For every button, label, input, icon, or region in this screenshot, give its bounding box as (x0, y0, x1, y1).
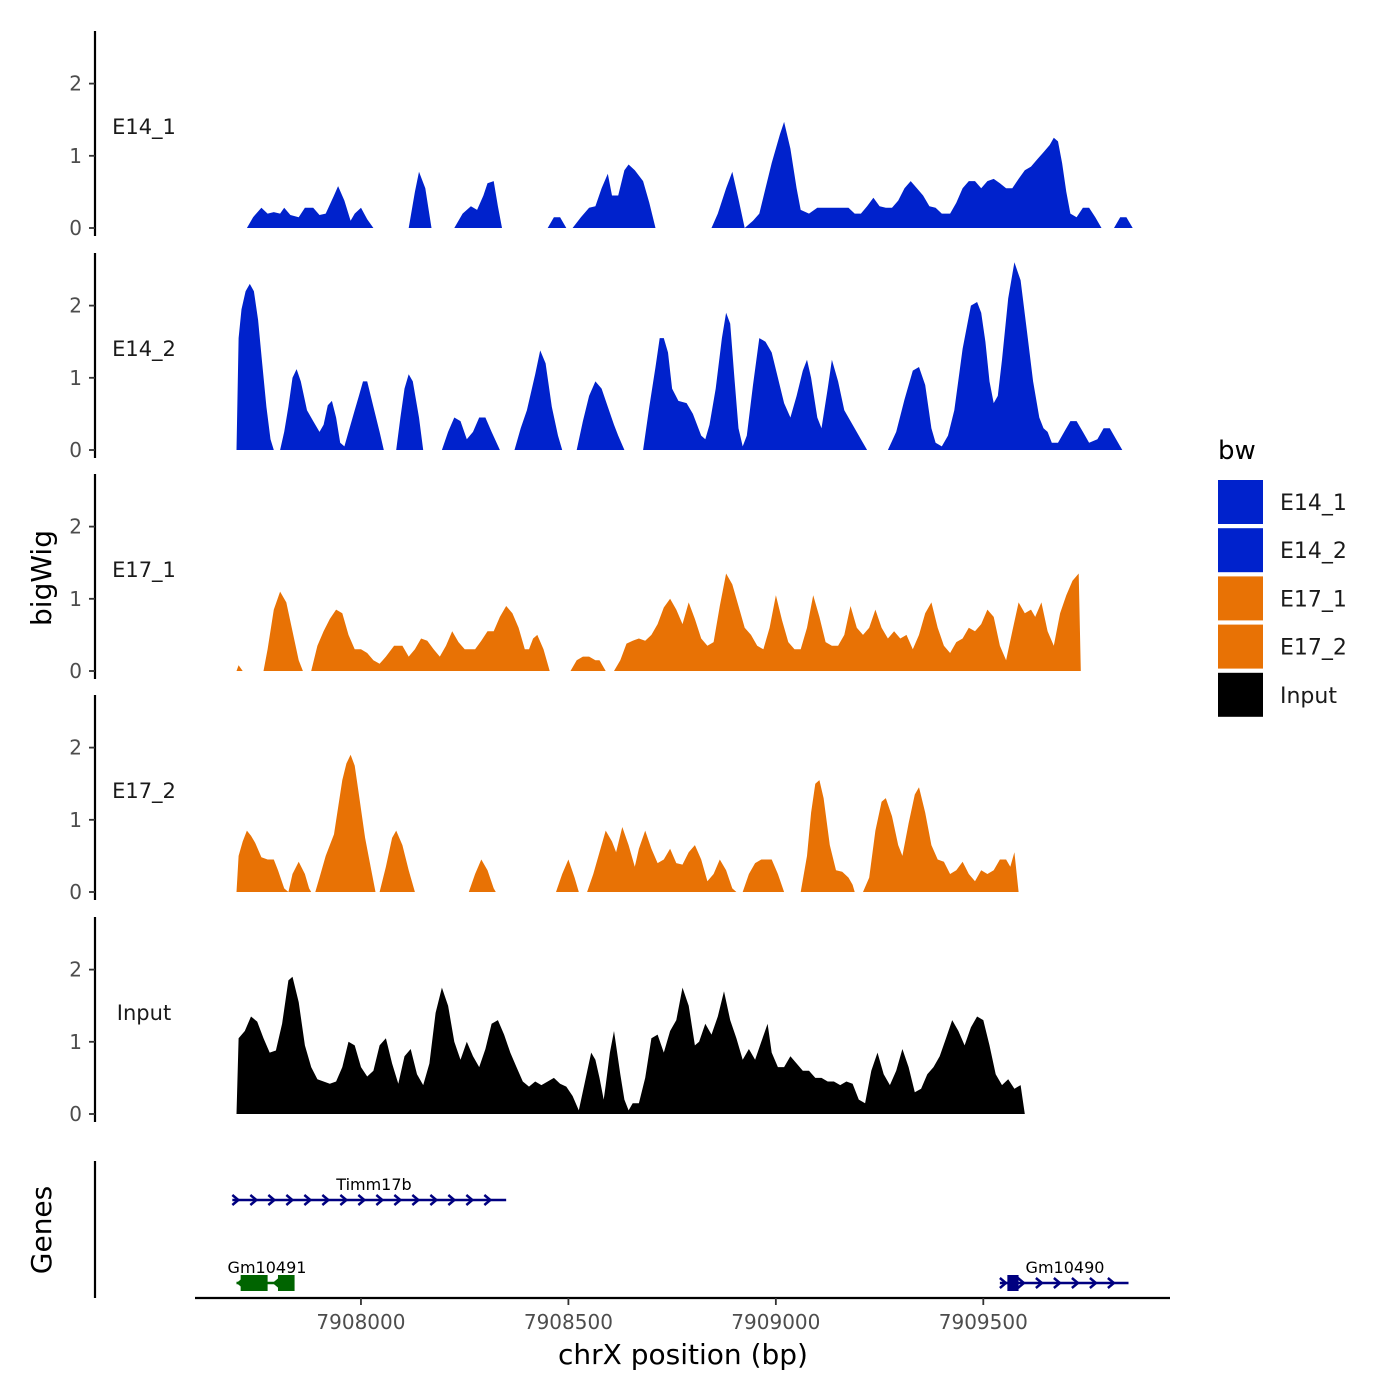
y-tick-label: 0 (69, 438, 82, 462)
strand-chevron (375, 1194, 385, 1206)
gene-track: Timm17b Gm10491 Gm10490 (93, 1161, 1129, 1298)
legend-label: Input (1280, 684, 1337, 709)
strand-chevron (999, 1277, 1008, 1289)
y-axis-title: bigWig (25, 530, 58, 626)
legend-item: E14_2 (1218, 528, 1347, 573)
y-tick-label: 2 (69, 515, 82, 539)
legend-title: bw (1218, 436, 1256, 466)
track-E17_2: 0 1 2 E17_2 (69, 695, 1019, 904)
gene-label: Timm17b (335, 1175, 411, 1194)
strand-chevron (231, 1194, 241, 1206)
y-tick-label: 1 (69, 1030, 82, 1054)
gene-exon (240, 1275, 268, 1291)
gene-exon (1007, 1275, 1019, 1291)
legend-item: E17_1 (1218, 576, 1347, 621)
y-tick-label: 2 (69, 736, 82, 760)
legend-label: E14_2 (1280, 539, 1347, 564)
legend-swatch (1218, 576, 1263, 621)
strand-chevron (447, 1194, 457, 1206)
strand-chevron (1017, 1277, 1026, 1289)
x-axis: 7908000 7908500 7909000 7909500 (195, 1296, 1170, 1334)
y-tick-label: 1 (69, 366, 82, 390)
y-tick-label: 1 (69, 808, 82, 832)
legend-swatch (1218, 672, 1263, 717)
y-tick-label: 2 (69, 958, 82, 982)
strand-chevron (249, 1194, 259, 1206)
legend-label: E17_1 (1280, 587, 1347, 612)
strand-chevron (303, 1194, 313, 1206)
x-tick-label: 7908000 (316, 1310, 405, 1334)
y-tick-label: 1 (69, 587, 82, 611)
track-Input: 0 1 2 Input (69, 917, 1025, 1126)
strand-chevron (1089, 1277, 1098, 1289)
strand-chevron (411, 1194, 421, 1206)
strand-chevron (1053, 1277, 1062, 1289)
x-tick-label: 7908500 (524, 1310, 613, 1334)
y-tick-label: 2 (69, 294, 82, 318)
y-tick-label: 0 (69, 659, 82, 683)
y-tick-label: 1 (69, 144, 82, 168)
strand-chevron (285, 1194, 295, 1206)
coverage-area-E17_1 (236, 573, 1081, 671)
gene-Gm10491[interactable]: Gm10491 (228, 1258, 307, 1291)
gene-label: Gm10491 (228, 1258, 307, 1277)
coverage-area-Input (236, 976, 1025, 1114)
track-label: E17_2 (112, 779, 176, 804)
legend-item: E14_1 (1218, 480, 1347, 524)
y-tick-label: 2 (69, 72, 82, 96)
legend-swatch (1218, 624, 1263, 669)
y-tick-label: 0 (69, 216, 82, 240)
coverage-area-E17_2 (236, 754, 1019, 892)
legend-label: E14_1 (1280, 491, 1347, 516)
strand-chevron (1107, 1277, 1116, 1289)
coverage-area-E14_2 (236, 262, 1123, 450)
gene-exon (277, 1275, 295, 1291)
track-label: E14_2 (112, 337, 176, 362)
strand-chevron (1071, 1277, 1080, 1289)
x-tick-label: 7909500 (939, 1310, 1028, 1334)
legend-item: E17_2 (1218, 624, 1347, 669)
strand-chevron (339, 1194, 349, 1206)
strand-chevron (465, 1194, 475, 1206)
y-tick-label: 0 (69, 1102, 82, 1126)
x-tick-label: 7909000 (731, 1310, 820, 1334)
track-E14_2: 0 1 2 E14_2 (69, 253, 1123, 462)
strand-chevron (1035, 1277, 1044, 1289)
legend-label: E17_2 (1280, 636, 1347, 661)
strand-chevron (267, 1194, 277, 1206)
legend: bw E14_1 E14_2 E17_1 E17_2 Input (1218, 436, 1347, 717)
y-tick-label: 0 (69, 880, 82, 904)
legend-item: Input (1218, 672, 1337, 717)
coverage-tracks: 0 1 2 E14_1 0 1 2 E14_2 0 1 2 E17_1 0 1 2 E17_2 0 1 2 Input (69, 31, 1133, 1126)
track-label: E17_1 (112, 558, 176, 583)
strand-chevron (393, 1194, 403, 1206)
x-axis-title: chrX position (bp) (558, 1338, 808, 1371)
strand-chevron (429, 1194, 439, 1206)
track-E14_1: 0 1 2 E14_1 (69, 31, 1133, 240)
legend-swatch (1218, 480, 1263, 524)
gene-Timm17b[interactable]: Timm17b (231, 1175, 507, 1206)
track-label: Input (117, 1001, 171, 1025)
gene-Gm10490[interactable]: Gm10490 (999, 1258, 1129, 1291)
track-label: E14_1 (112, 115, 176, 140)
strand-chevron (321, 1194, 331, 1206)
gene-label: Gm10490 (1026, 1258, 1105, 1277)
strand-chevron (483, 1194, 493, 1206)
genes-axis-title: Genes (25, 1186, 58, 1274)
coverage-area-E14_1 (246, 121, 1133, 228)
track-E17_1: 0 1 2 E17_1 (69, 474, 1081, 683)
legend-swatch (1218, 528, 1263, 573)
strand-chevron (357, 1194, 367, 1206)
